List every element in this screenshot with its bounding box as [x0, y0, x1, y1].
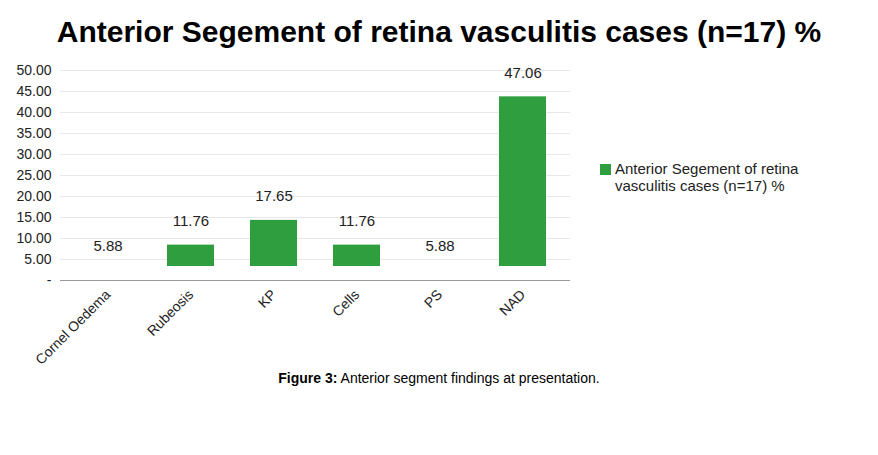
svg-text:25.00: 25.00	[16, 167, 51, 183]
html-text:Anterior Segement of retina va: Anterior Segement of retina vasculitis c…	[56, 15, 822, 48]
svg-text:15.00: 15.00	[16, 209, 51, 225]
svg-text:Rubeosis: Rubeosis	[144, 286, 197, 339]
svg-text:11.76: 11.76	[173, 212, 209, 229]
html-text:Figure 3: Anterior segment fin: Figure 3: Anterior segment findings at p…	[278, 370, 600, 386]
svg-text:Cells: Cells	[329, 286, 362, 319]
svg-text:NAD: NAD	[496, 286, 528, 318]
svg-text:PS: PS	[421, 286, 446, 311]
svg-text:KP: KP	[255, 286, 280, 311]
svg-text:35.00: 35.00	[16, 125, 51, 141]
html-text:Anterior Segement of retina va: Anterior Segement of retina vasculitis c…	[615, 160, 799, 194]
svg-text:20.00: 20.00	[16, 188, 51, 204]
svg-text:10.00: 10.00	[16, 230, 51, 246]
svg-text:Cornel Oedema: Cornel Oedema	[32, 286, 113, 367]
svg-text:45.00: 45.00	[16, 83, 51, 99]
svg-text:17.65: 17.65	[255, 187, 293, 204]
svg-text:11.76: 11.76	[339, 212, 375, 229]
svg-text:40.00: 40.00	[16, 104, 51, 120]
svg-text:50.00: 50.00	[16, 62, 51, 78]
svg-text:5.88: 5.88	[93, 237, 122, 254]
svg-text:47.06: 47.06	[504, 64, 542, 81]
svg-text:30.00: 30.00	[16, 146, 51, 162]
svg-text:-: -	[47, 272, 52, 288]
svg-text:5.88: 5.88	[425, 237, 454, 254]
svg-text:5.00: 5.00	[24, 251, 51, 267]
